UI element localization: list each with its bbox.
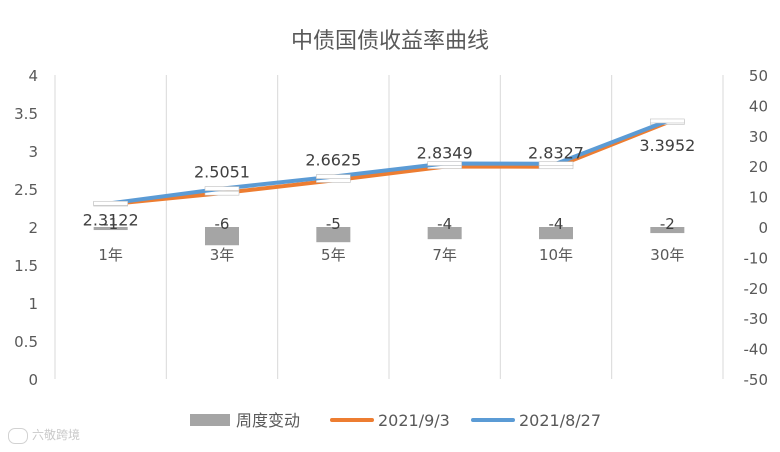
line-point-marker — [93, 200, 128, 206]
y-right-tick-label: -20 — [744, 280, 769, 298]
y-left-tick-label: 2.5 — [14, 181, 38, 199]
bar-data-label: -4 — [549, 215, 564, 233]
watermark-text: 六敬跨境 — [32, 428, 81, 442]
bar-weekly-change — [205, 227, 239, 246]
line-point-marker — [316, 174, 351, 179]
bar-series — [93, 227, 685, 246]
y-right-tick-label: 0 — [758, 219, 768, 237]
y-right-tick-label: 20 — [749, 158, 768, 176]
bar-weekly-change — [539, 227, 573, 240]
watermark-logo-icon — [8, 427, 28, 444]
y-right-tick-label: -50 — [744, 371, 769, 389]
line-data-label: 2.6625 — [305, 151, 361, 170]
y-right-tick-label: 10 — [749, 189, 768, 207]
y-left-tick-label: 3 — [28, 143, 38, 161]
x-category-label: 1年 — [98, 246, 123, 264]
category-labels: 1年 3年 5年 7年 10年 30年 — [98, 246, 684, 264]
y-left-tick-label: 1.5 — [14, 257, 38, 275]
y-left-tick-label: 3.5 — [14, 105, 38, 123]
legend-label: 2021/8/27 — [519, 411, 601, 430]
watermark: 六敬跨境 — [8, 426, 80, 444]
y-right-tick-label: -40 — [744, 341, 769, 359]
bar-weekly-change — [316, 227, 351, 243]
bar-data-label: -5 — [326, 215, 341, 233]
y-left-tick-label: 0.5 — [14, 333, 38, 351]
line-point-marker — [427, 161, 462, 166]
data-labels: -1 -6 -5 -4 -4 -2 2.3122 2.5051 2.6625 2.8349 2.83… — [83, 136, 696, 233]
y-right-tick-label: 50 — [749, 67, 768, 85]
y-left-tick-label: 4 — [28, 67, 38, 85]
line-point-marker — [204, 190, 240, 196]
x-category-label: 30年 — [650, 246, 684, 264]
y-left-tick-label: 0 — [28, 371, 38, 389]
bar-data-label: -2 — [660, 215, 675, 233]
bar-weekly-change — [650, 227, 685, 234]
y-right-tick-label: 40 — [749, 97, 768, 115]
bar-data-label: -6 — [215, 215, 230, 233]
bar-weekly-change — [93, 227, 128, 231]
y-axis-right: 50 40 30 20 10 0 -10 -20 -30 -40 -50 — [744, 67, 769, 389]
legend-label: 周度变动 — [236, 411, 300, 430]
bar-data-label: -4 — [437, 215, 452, 233]
line-point-marker — [650, 118, 685, 124]
line-data-label: 2.8349 — [417, 144, 473, 163]
chart-title: 中债国债收益率曲线 — [291, 29, 489, 54]
y-right-tick-label: -30 — [744, 310, 769, 328]
line-data-label: 2.8327 — [528, 144, 584, 163]
x-category-label: 7年 — [432, 246, 457, 264]
line-point-marker — [204, 186, 240, 191]
grid — [54, 75, 724, 379]
legend-label: 2021/9/3 — [378, 411, 450, 430]
bar-data-label: -1 — [103, 215, 118, 233]
bar-weekly-change — [427, 227, 462, 240]
line-2021/8/27 — [108, 118, 670, 206]
y-axis-left: 4 3.5 3 2.5 2 1.5 1 0.5 0 — [14, 67, 38, 389]
line-2021/9/3 — [108, 120, 670, 207]
legend-swatch-bar — [190, 414, 230, 426]
line-point-marker — [538, 161, 574, 167]
line-series — [93, 118, 685, 207]
legend: 周度变动 2021/9/3 2021/8/27 — [190, 411, 601, 430]
line-data-label: 2.3122 — [83, 210, 139, 229]
line-data-label: 2.5051 — [194, 163, 250, 182]
x-category-label: 10年 — [539, 246, 573, 264]
y-left-tick-label: 1 — [28, 295, 38, 313]
y-right-tick-label: 30 — [749, 128, 768, 146]
line-data-label: 3.3952 — [639, 136, 695, 155]
x-category-label: 3年 — [210, 246, 235, 264]
y-left-tick-label: 2 — [28, 219, 38, 237]
y-right-tick-label: -10 — [744, 249, 769, 267]
x-category-label: 5年 — [321, 246, 346, 264]
